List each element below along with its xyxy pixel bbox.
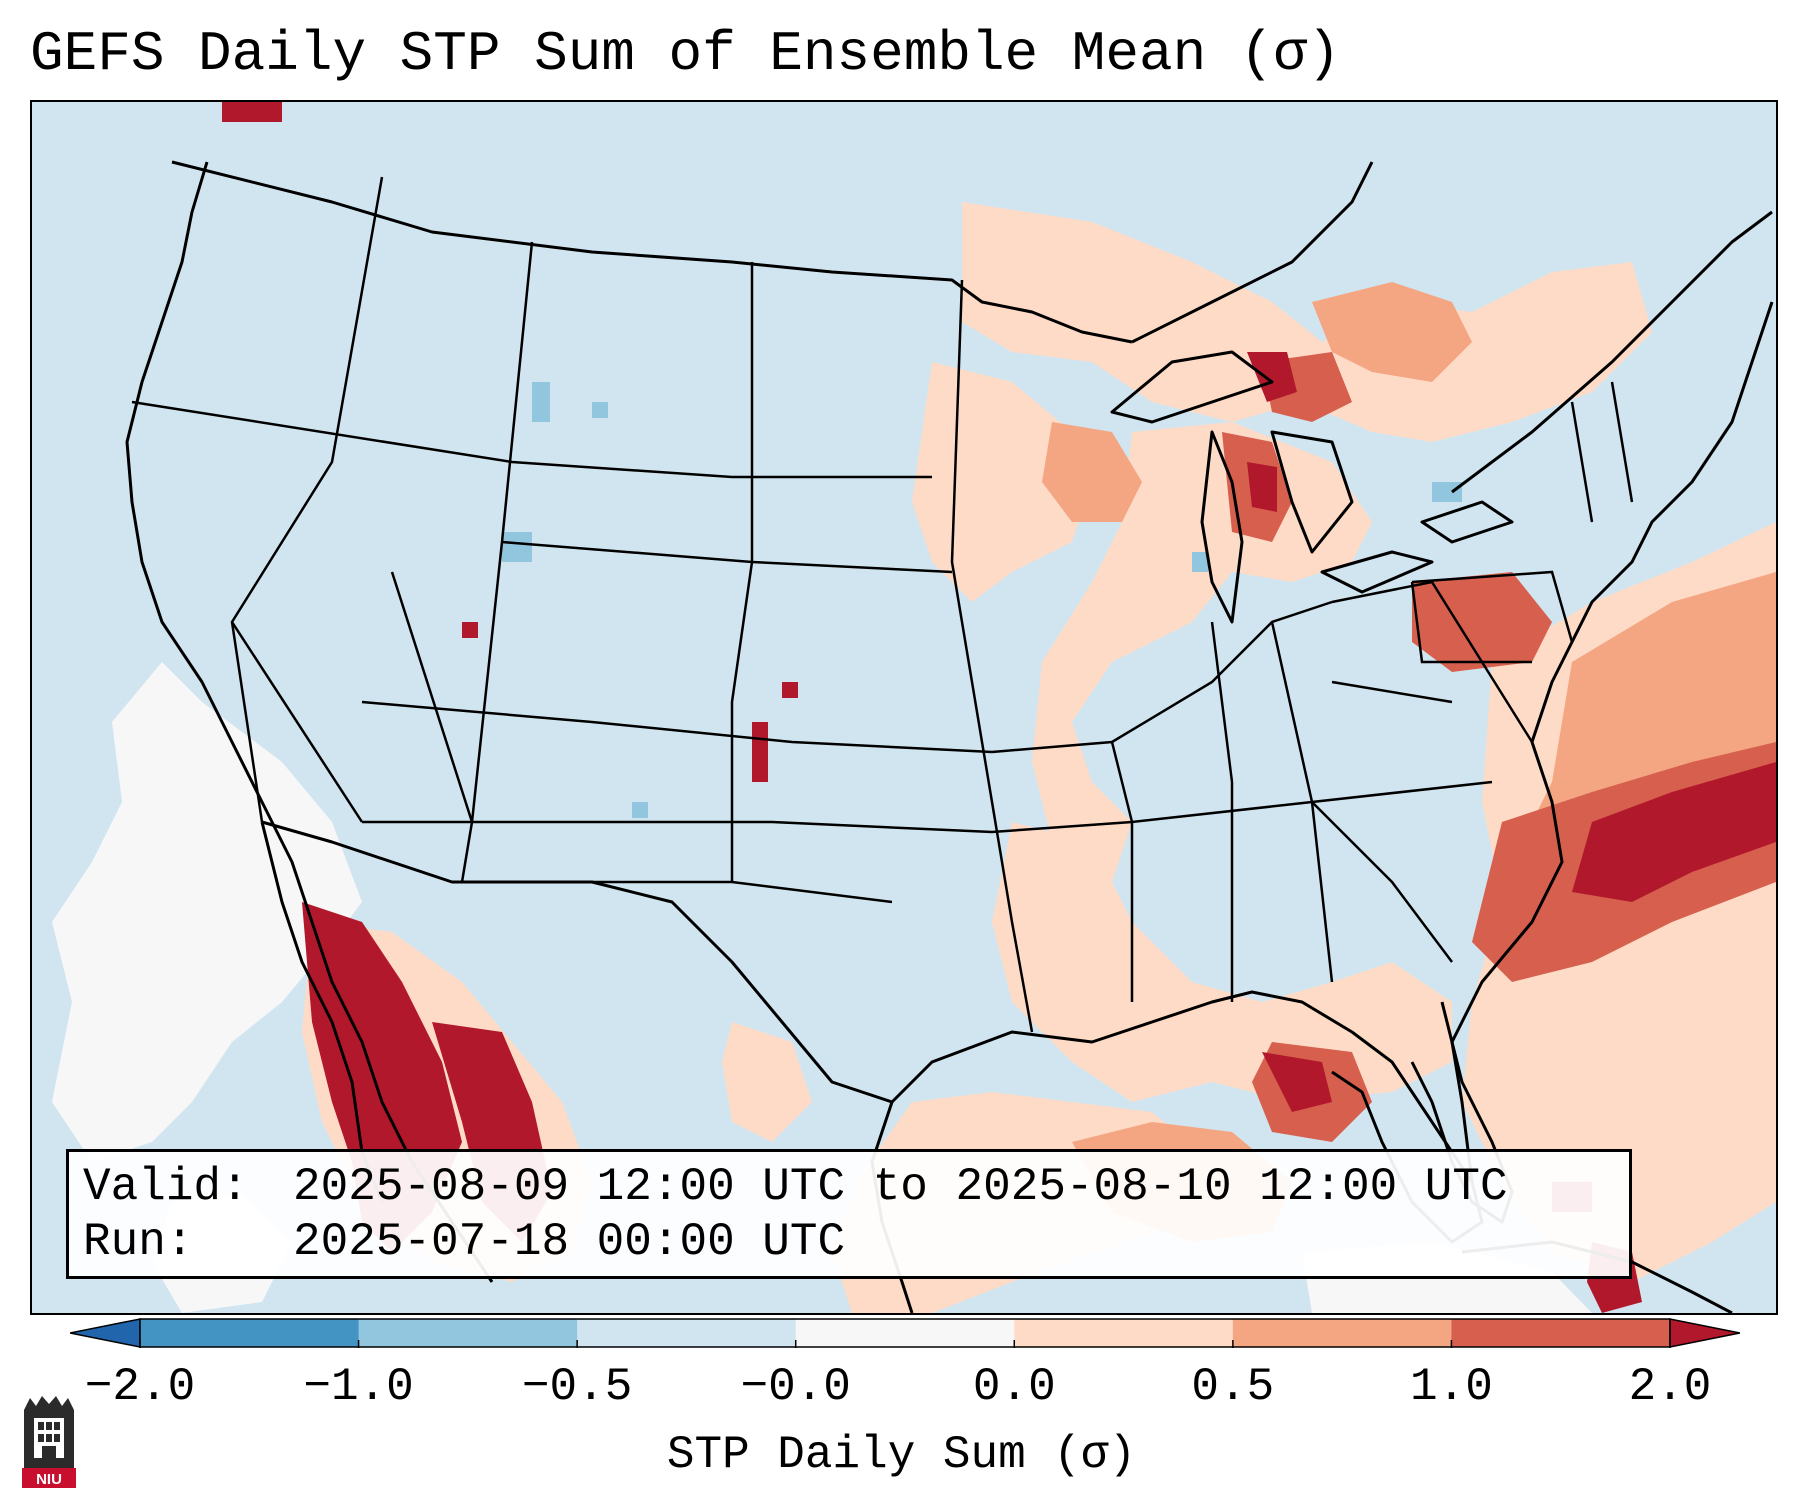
state-line-11 — [472, 880, 893, 904]
positive-area-great-lakes — [1032, 422, 1372, 882]
state-lines — [131, 176, 1634, 1033]
colorbar-bin — [577, 1319, 797, 1347]
lake-superior — [1110, 350, 1274, 424]
state-line-19 — [1411, 570, 1574, 643]
state-line-8 — [501, 540, 953, 574]
moderate-area-wisconsin — [1042, 422, 1142, 522]
extreme-area-gulf-coast — [1262, 1052, 1332, 1112]
state-line-3 — [230, 621, 364, 823]
lake-michigan — [1200, 430, 1244, 624]
negative-cell-2 — [502, 532, 532, 562]
colorbar-bin — [140, 1319, 360, 1347]
state-line-12 — [991, 600, 1333, 754]
colorbar-bin — [1232, 1319, 1452, 1347]
valid-time-box: Valid: 2025-08-09 12:00 UTC to 2025-08-10… — [66, 1149, 1632, 1279]
map-frame — [30, 100, 1778, 1315]
high-area-pennsylvania — [1412, 572, 1552, 672]
colorbar-tick-label: 0.5 — [1191, 1361, 1275, 1413]
run-label: Run: — [83, 1216, 194, 1268]
colorbar-bin — [1014, 1319, 1234, 1347]
colorbar-tick-label: −0.0 — [740, 1361, 851, 1413]
west-coast — [125, 161, 494, 1283]
colorbar-over-extend — [1669, 1318, 1740, 1348]
run-value: 2025-07-18 00:00 UTC — [293, 1216, 846, 1268]
extreme-area-lower-michigan — [1247, 462, 1277, 512]
colorbar-tick-label: 0.0 — [972, 1361, 1056, 1413]
valid-row: Valid: 2025-08-09 12:00 UTC to 2025-08-10… — [83, 1160, 1629, 1215]
neutral-area-pacific — [52, 662, 362, 1162]
st-lawrence — [1451, 210, 1773, 494]
negative-cell-5 — [1192, 552, 1208, 572]
page-title: GEFS Daily STP Sum of Ensemble Mean (σ) — [30, 22, 1341, 86]
colorbar-under-extend — [70, 1318, 141, 1348]
mexico-us-border — [261, 820, 893, 1104]
colorbar-tick-label: 1.0 — [1410, 1361, 1493, 1413]
colorbar-tick-label: −0.5 — [521, 1361, 633, 1413]
valid-label: Valid: — [83, 1161, 249, 1213]
colorbar-bin — [795, 1319, 1015, 1347]
stp-map — [32, 102, 1776, 1313]
state-line-21 — [1570, 401, 1594, 523]
extreme-cell-ok — [752, 722, 768, 782]
colorbar-ticks: −2.0 −1.0 −0.5 −0.0 0.0 0.5 1.0 2.0 — [0, 1362, 1803, 1422]
state-line-24 — [1331, 680, 1453, 704]
moderate-area-canada — [1312, 282, 1472, 382]
state-line-14 — [1210, 621, 1234, 783]
lake-huron — [1270, 430, 1354, 554]
extreme-area-atlantic — [1572, 762, 1776, 902]
negative-cell-1 — [532, 382, 550, 422]
negative-cell-3 — [592, 402, 608, 418]
state-line-23 — [1331, 580, 1534, 743]
colorbar-bin — [1451, 1319, 1671, 1347]
state-line-20 — [1410, 581, 1532, 664]
east-coast — [1450, 301, 1774, 1183]
colorbar — [70, 1318, 1740, 1348]
colorbar-bin — [358, 1319, 578, 1347]
lake-ontario — [1420, 500, 1514, 544]
extreme-cell-wa — [222, 102, 282, 122]
colorbar-tick-label: 2.0 — [1628, 1361, 1712, 1413]
hudson-bay-shore — [1131, 161, 1374, 344]
state-line-1 — [131, 400, 932, 479]
niu-logo: NIU — [22, 1396, 76, 1488]
state-line-2 — [230, 176, 384, 823]
colorbar-label: STP Daily Sum (σ) — [666, 1429, 1137, 1481]
positive-area-canada — [962, 202, 1652, 442]
svg-text:NIU: NIU — [36, 1471, 62, 1488]
extreme-area-michigan — [1247, 352, 1297, 402]
positive-area-texas — [722, 1022, 812, 1142]
state-line-13 — [1110, 741, 1134, 823]
negative-cell-4 — [1432, 482, 1462, 502]
colorbar-tick-label: −1.0 — [303, 1361, 414, 1413]
state-line-4 — [460, 241, 534, 883]
colorbar-tick-label: −2.0 — [84, 1361, 196, 1413]
state-line-5 — [390, 571, 474, 823]
positive-area-midsouth — [992, 822, 1452, 1102]
state-line-6 — [730, 262, 754, 882]
canada-us-border — [171, 160, 1133, 344]
extreme-cell-nm — [782, 682, 798, 698]
negative-cell-6 — [632, 802, 648, 818]
extreme-cell-ut — [462, 622, 478, 638]
state-line-9 — [361, 700, 993, 754]
state-line-7 — [950, 279, 1034, 1033]
state-line-22 — [1610, 381, 1634, 503]
run-row: Run: 2025-07-18 00:00 UTC — [83, 1215, 1629, 1270]
valid-value: 2025-08-09 12:00 UTC to 2025-08-10 12:00… — [293, 1161, 1508, 1213]
lake-erie — [1320, 550, 1434, 594]
state-line-18 — [1311, 801, 1453, 963]
